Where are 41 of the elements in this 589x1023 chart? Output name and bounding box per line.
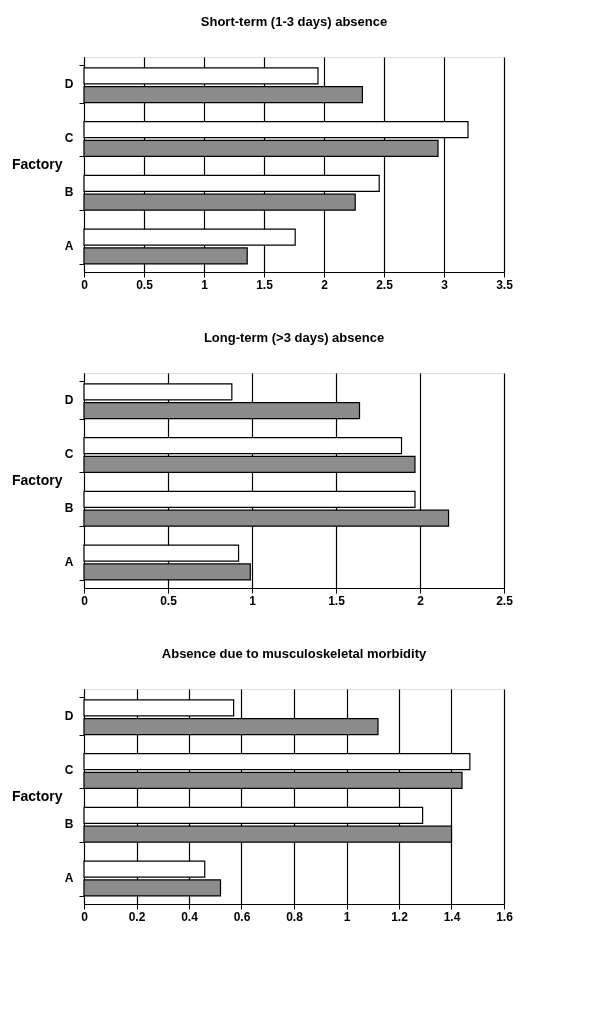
y-tick-label: A xyxy=(64,554,74,569)
y-tick-label: A xyxy=(64,870,74,885)
y-tick-label: D xyxy=(64,77,74,92)
y-tick-label: B xyxy=(64,184,74,199)
x-tick-label: 1.2 xyxy=(391,909,409,924)
x-tick-label: 1 xyxy=(343,909,351,924)
x-tick-label: 1 xyxy=(201,277,209,292)
chart-title: Long-term (>3 days) absence xyxy=(203,330,385,345)
chart-title: Short-term (1-3 days) absence xyxy=(200,14,388,29)
y-tick-label: C xyxy=(64,131,74,146)
x-tick-label: 1.5 xyxy=(256,277,274,292)
y-tick-label: D xyxy=(64,393,74,408)
x-tick-label: 1 xyxy=(249,593,257,608)
x-tick-label: 1.4 xyxy=(443,909,461,924)
x-tick-label: 0.5 xyxy=(160,593,178,608)
x-tick-label: 0.8 xyxy=(286,909,304,924)
x-tick-label: 0 xyxy=(81,277,89,292)
x-tick-label: 0.2 xyxy=(128,909,146,924)
x-tick-label: 0.4 xyxy=(181,909,199,924)
chart-title: Absence due to musculoskeletal morbidity xyxy=(161,646,427,661)
x-tick-label: 2 xyxy=(321,277,329,292)
y-tick-label: B xyxy=(64,816,74,831)
x-tick-label: 2.5 xyxy=(376,277,394,292)
y-axis-title: Factory xyxy=(11,472,63,488)
x-tick-label: 0.5 xyxy=(136,277,154,292)
x-tick-label: 0 xyxy=(81,593,89,608)
x-tick-label: 2 xyxy=(417,593,425,608)
y-axis-title: Factory xyxy=(11,788,63,804)
y-tick-label: C xyxy=(64,447,74,462)
x-tick-label: 3.5 xyxy=(496,277,514,292)
y-tick-label: D xyxy=(64,709,74,724)
y-tick-label: A xyxy=(64,238,74,253)
x-tick-label: 1.6 xyxy=(496,909,514,924)
x-tick-label: 3 xyxy=(441,277,449,292)
x-tick-label: 1.5 xyxy=(328,593,346,608)
x-tick-label: 0.6 xyxy=(233,909,251,924)
y-tick-label: C xyxy=(64,763,74,778)
x-tick-label: 0 xyxy=(81,909,89,924)
y-tick-label: B xyxy=(64,500,74,515)
y-axis-title: Factory xyxy=(11,156,63,172)
x-tick-label: 2.5 xyxy=(496,593,514,608)
